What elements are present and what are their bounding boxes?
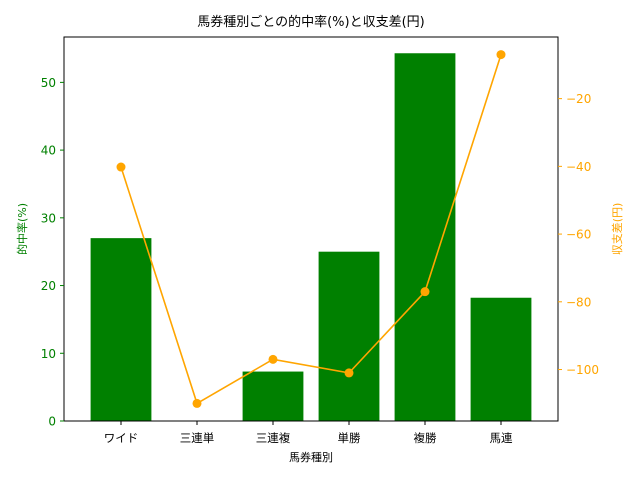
line-point-複勝	[420, 287, 430, 297]
left-y-axis: 0 10 20 30 40 50	[41, 76, 64, 429]
bar-馬連	[470, 297, 532, 421]
x-tick-label: 複勝	[414, 431, 437, 445]
right-y-axis: −100 −80 −60 −40 −20	[558, 92, 599, 377]
x-tick-label: ワイド	[104, 431, 139, 445]
left-y-tick-label: 50	[41, 76, 56, 90]
bar-複勝	[394, 53, 456, 421]
line-series	[116, 50, 506, 408]
left-y-axis-label: 的中率(%)	[15, 203, 29, 255]
left-y-tick-label: 10	[41, 347, 56, 361]
right-y-tick-label: −40	[566, 160, 591, 174]
x-tick-label: 単勝	[338, 431, 361, 445]
right-y-tick-label: −80	[566, 295, 591, 309]
line-point-三連単	[192, 398, 202, 408]
right-y-axis-label: 収支差(円)	[610, 203, 624, 256]
x-axis-label: 馬券種別	[289, 450, 333, 464]
x-axis: ワイド 三連単 三連複 単勝 複勝 馬連	[104, 421, 513, 445]
chart-title: 馬券種別ごとの的中率(%)と収支差(円)	[197, 14, 425, 30]
left-y-tick-label: 20	[41, 279, 56, 293]
plot-frame	[63, 36, 559, 422]
line-point-単勝	[344, 368, 354, 378]
x-tick-label: 三連単	[180, 431, 215, 445]
left-y-tick-label: 30	[41, 211, 56, 225]
x-tick-label: 馬連	[490, 431, 513, 445]
left-y-tick-label: 0	[48, 415, 56, 429]
line-point-ワイド	[116, 162, 126, 172]
x-tick-label: 三連複	[256, 431, 291, 445]
line-path	[120, 54, 502, 405]
right-y-tick-label: −20	[566, 92, 591, 106]
bar-ワイド	[90, 238, 152, 421]
line-point-馬連	[496, 50, 506, 60]
line-point-三連複	[268, 354, 278, 364]
right-y-tick-label: −100	[566, 363, 599, 377]
bar-三連複	[242, 371, 304, 421]
right-y-tick-label: −60	[566, 228, 591, 242]
bar-group	[90, 53, 532, 421]
left-y-tick-label: 40	[41, 144, 56, 158]
bar-単勝	[318, 251, 380, 421]
